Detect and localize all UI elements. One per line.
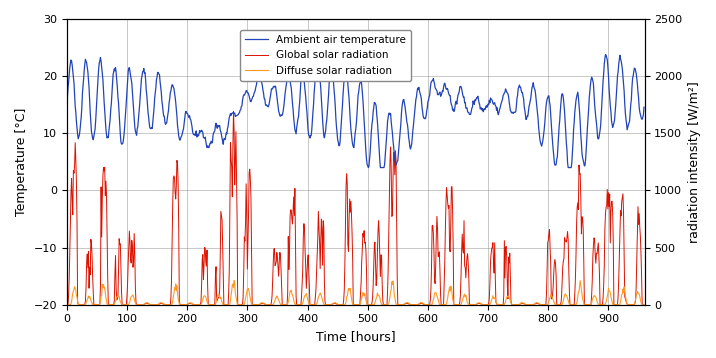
Global solar radiation	[62, 303, 71, 307]
Global solar radiation	[170, 174, 178, 178]
Ambient air temperature	[403, 122, 412, 127]
Global solar radiation	[403, 301, 412, 306]
Diffuse solar radiation	[170, 292, 178, 296]
Diffuse solar radiation	[639, 303, 648, 307]
Global solar radiation	[229, 109, 238, 113]
Y-axis label: radiation intensity [W/m²]: radiation intensity [W/m²]	[688, 81, 701, 243]
Diffuse solar radiation	[403, 301, 412, 305]
Line: Diffuse solar radiation: Diffuse solar radiation	[67, 281, 644, 305]
Ambient air temperature	[90, 131, 99, 135]
Global solar radiation	[621, 294, 629, 299]
Ambient air temperature	[364, 165, 372, 170]
Ambient air temperature	[601, 53, 610, 57]
Ambient air temperature	[62, 107, 71, 111]
Diffuse solar radiation	[611, 303, 620, 307]
Global solar radiation	[611, 303, 620, 307]
Ambient air temperature	[302, 103, 311, 108]
Diffuse solar radiation	[90, 303, 99, 307]
Line: Global solar radiation: Global solar radiation	[67, 111, 644, 305]
Diffuse solar radiation	[621, 289, 629, 293]
Ambient air temperature	[621, 111, 629, 115]
Global solar radiation	[639, 303, 648, 307]
X-axis label: Time [hours]: Time [hours]	[316, 330, 395, 343]
Global solar radiation	[303, 273, 311, 277]
Diffuse solar radiation	[230, 279, 238, 283]
Global solar radiation	[90, 303, 99, 307]
Ambient air temperature	[639, 105, 648, 109]
Diffuse solar radiation	[62, 303, 71, 307]
Y-axis label: Temperature [°C]: Temperature [°C]	[15, 108, 28, 216]
Ambient air temperature	[612, 93, 621, 97]
Legend: Ambient air temperature, Global solar radiation, Diffuse solar radiation: Ambient air temperature, Global solar ra…	[240, 30, 411, 81]
Line: Ambient air temperature: Ambient air temperature	[67, 55, 644, 168]
Diffuse solar radiation	[303, 294, 311, 299]
Ambient air temperature	[170, 86, 178, 91]
